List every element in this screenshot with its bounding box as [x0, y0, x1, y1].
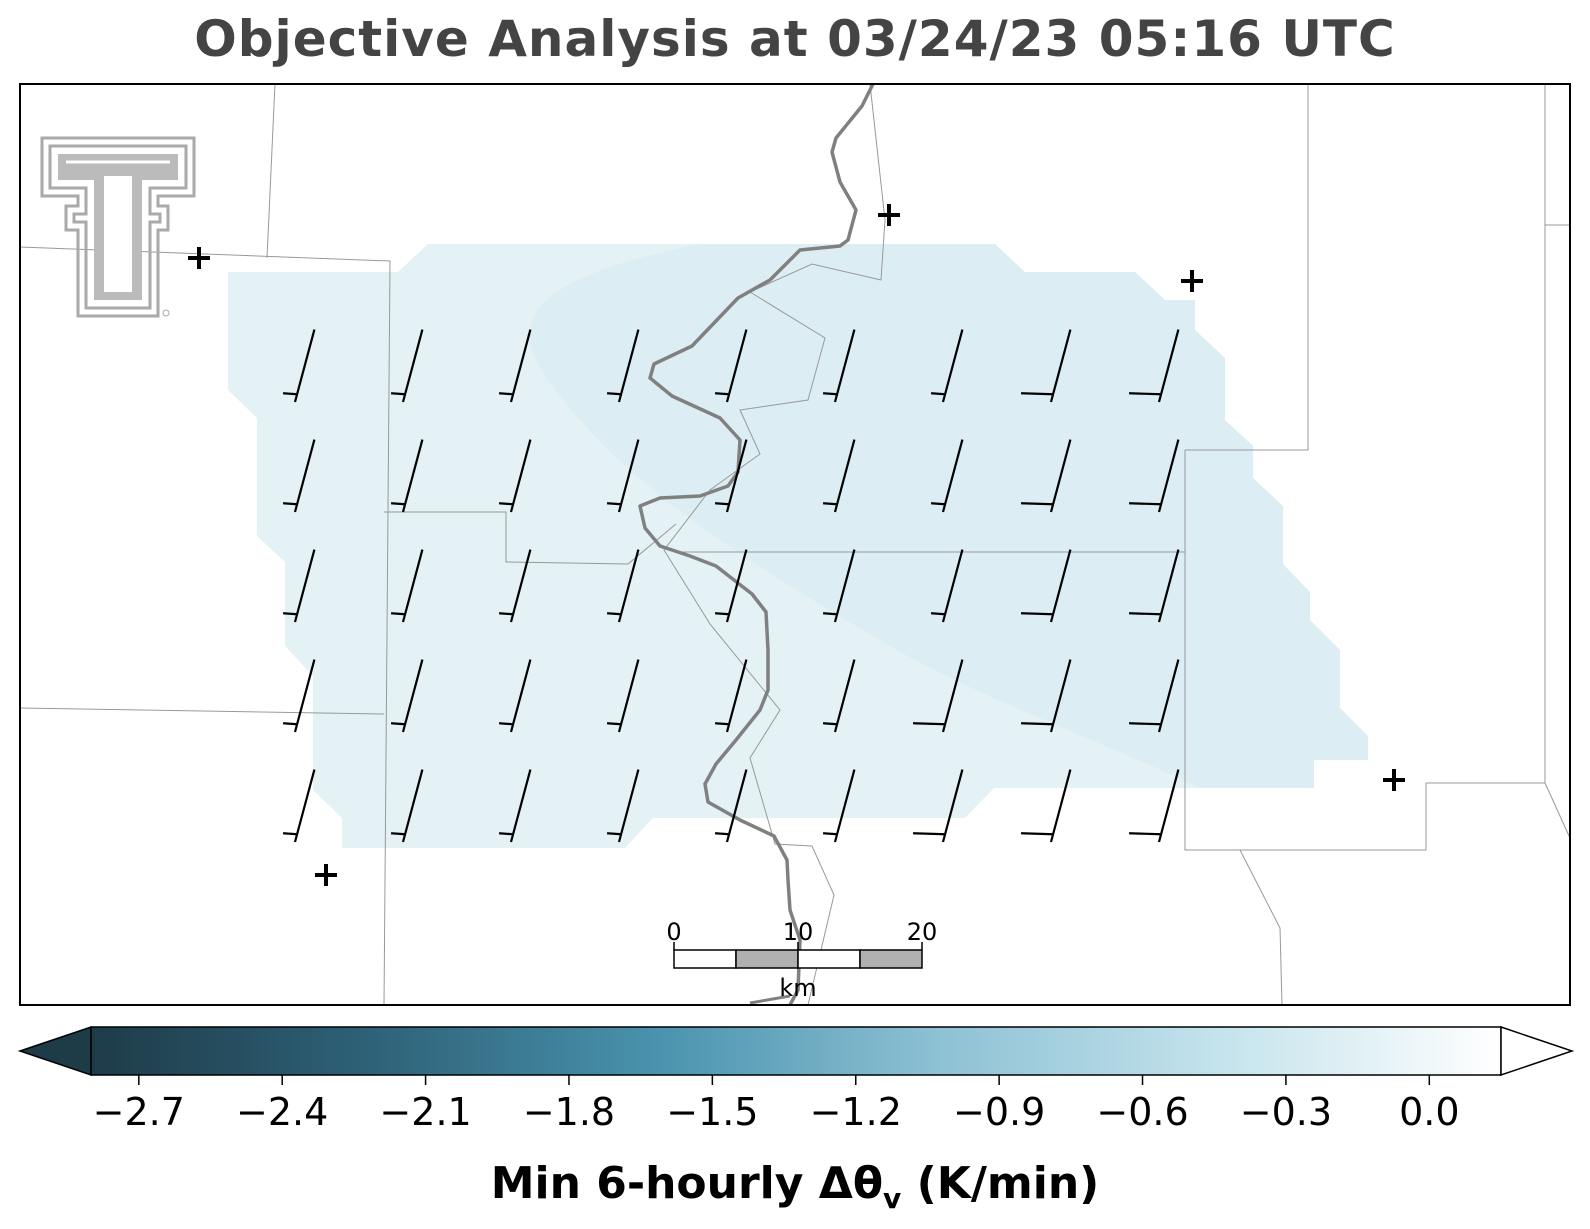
wind-barb [390, 769, 424, 843]
wind-barb [913, 659, 964, 733]
wind-barb [822, 439, 856, 513]
wind-barb [1129, 439, 1180, 513]
scale-bar-segment [859, 949, 923, 969]
colorbar-tick-label: −1.2 [810, 1090, 902, 1134]
analysis-field-darker-band [529, 244, 1368, 788]
wind-barb [714, 549, 748, 623]
station-marker [878, 204, 900, 226]
wind-barbs [282, 329, 1180, 843]
wind-barb [282, 439, 316, 513]
station-marker [188, 247, 210, 269]
wind-barb [498, 329, 532, 403]
wind-barb [822, 769, 856, 843]
river-line-lower [749, 994, 791, 1005]
colorbar-label: Min 6-hourly Δθv (K/min) [490, 1158, 1100, 1215]
colorbar-body [90, 1026, 1502, 1076]
colorbar-tick-label: 0.0 [1399, 1090, 1459, 1134]
scale-bar-label-0: 0 [666, 918, 681, 946]
wind-barb [282, 659, 316, 733]
wind-barb [714, 659, 748, 733]
wind-barb [714, 439, 748, 513]
wind-barb [1021, 549, 1072, 623]
wind-barb [714, 769, 748, 843]
wind-barb [390, 659, 424, 733]
wind-barb [930, 439, 964, 513]
wind-barb [1021, 769, 1072, 843]
scale-bar-unit: km [779, 974, 816, 1002]
colorbar-ticks: −2.7 −2.4 −2.1 −1.8 −1.5 −1.2 −0.9 −0.6 −0.3 0.0 [93, 1075, 1460, 1134]
wind-barb [913, 769, 964, 843]
wind-barb [282, 549, 316, 623]
wind-barb [606, 659, 640, 733]
map-panel [20, 84, 1570, 1005]
colorbar-extend-max [1500, 1025, 1575, 1077]
wind-barb [606, 769, 640, 843]
river-line [638, 84, 875, 1005]
colorbar-tick-label: −0.9 [953, 1090, 1045, 1134]
wind-barb [1021, 329, 1072, 403]
wind-barb [282, 329, 316, 403]
colorbar-tick-label: −1.8 [523, 1090, 615, 1134]
wind-barb [498, 439, 532, 513]
wind-barb [606, 439, 640, 513]
wind-barb [930, 329, 964, 403]
wind-barb [390, 329, 424, 403]
texas-tech-double-t-logo [40, 136, 196, 318]
colorbar-tick-label: −2.1 [379, 1090, 471, 1134]
wind-barb [282, 769, 316, 843]
colorbar-tick-label: −2.7 [93, 1090, 185, 1134]
wind-barb [1129, 549, 1180, 623]
wind-barb [606, 549, 640, 623]
wind-barb [390, 549, 424, 623]
station-marker [1181, 270, 1203, 292]
page-title: Objective Analysis at 03/24/23 05:16 UTC [194, 10, 1396, 68]
wind-barb [930, 549, 964, 623]
colorbar: −2.7 −2.4 −2.1 −1.8 −1.5 −1.2 −0.9 −0.6 −0.3 0.0 [17, 1025, 1575, 1134]
wind-barb [498, 659, 532, 733]
wind-barb [606, 329, 640, 403]
wind-barb [390, 439, 424, 513]
wind-barb [1021, 439, 1072, 513]
county-boundaries [20, 84, 1570, 1005]
scale-bar-segment [797, 949, 861, 969]
scale-bar-segment [673, 949, 737, 969]
wind-barb [822, 659, 856, 733]
scale-bar-label-20: 20 [907, 918, 938, 946]
scale-bar-label-10: 10 [783, 918, 814, 946]
wind-barb [1021, 659, 1072, 733]
colorbar-tick-label: −2.4 [236, 1090, 328, 1134]
wind-barb [1129, 769, 1180, 843]
station-markers [188, 204, 1405, 886]
wind-barb [498, 769, 532, 843]
station-marker [1383, 769, 1405, 791]
map-frame [19, 83, 1571, 1006]
wind-barb [822, 329, 856, 403]
wind-barb [1129, 329, 1180, 403]
wind-barb [822, 549, 856, 623]
colorbar-tick-label: −0.6 [1096, 1090, 1188, 1134]
colorbar-tick-label: −1.5 [666, 1090, 758, 1134]
colorbar-tick-label: −0.3 [1240, 1090, 1332, 1134]
scale-bar-segment [735, 949, 799, 969]
wind-barb [1129, 659, 1180, 733]
colorbar-extend-min [17, 1025, 92, 1077]
wind-barb [498, 549, 532, 623]
station-marker [315, 864, 337, 886]
scale-bar: 0 10 20 km [666, 918, 937, 1002]
wind-barb [714, 329, 748, 403]
